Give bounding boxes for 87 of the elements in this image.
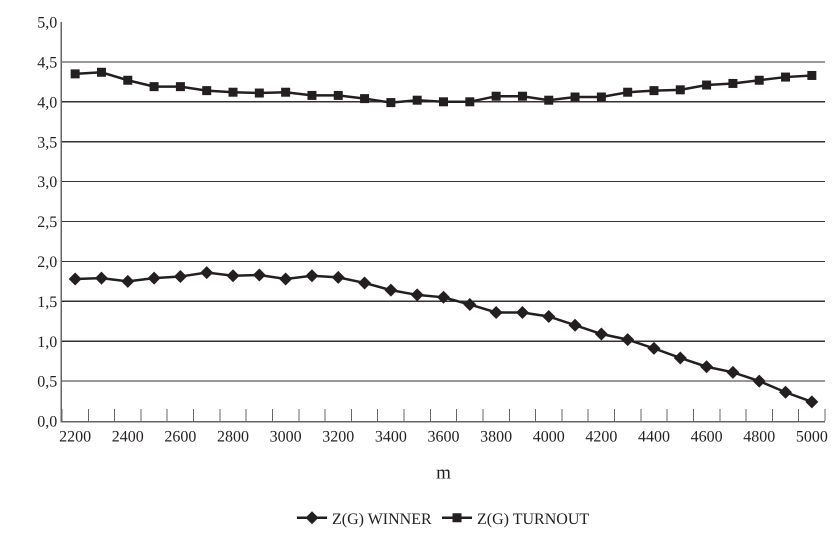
x-tick-label: 3000 (270, 428, 302, 446)
point (465, 97, 474, 106)
point (463, 298, 476, 311)
y-tick-label: 3,5 (37, 134, 58, 152)
point (700, 360, 714, 374)
point (358, 276, 372, 290)
point (150, 82, 159, 92)
x-tick-label: 3600 (428, 428, 460, 446)
x-tick-label: 5000 (796, 428, 828, 446)
y-tick-label: 4,5 (37, 54, 58, 72)
point (439, 97, 448, 106)
y-tick-label: 3,0 (37, 174, 58, 192)
point (754, 76, 764, 85)
point (674, 351, 687, 364)
point (410, 288, 424, 302)
point (174, 270, 187, 284)
point (726, 366, 740, 379)
point (570, 92, 580, 102)
point (123, 76, 132, 85)
point (305, 269, 318, 282)
point (94, 272, 108, 285)
point (148, 272, 161, 285)
point (781, 72, 790, 82)
point (623, 88, 632, 97)
point (805, 395, 818, 408)
point (516, 306, 529, 319)
point (68, 272, 82, 286)
point (254, 88, 264, 98)
point (728, 78, 738, 88)
point (594, 328, 608, 341)
x-tick-label: 4800 (743, 428, 776, 446)
point (121, 274, 134, 288)
point (518, 92, 527, 101)
x-tick-label: 2200 (59, 428, 92, 446)
point (647, 342, 660, 355)
point (307, 90, 316, 100)
point (412, 96, 422, 105)
point (96, 68, 106, 77)
y-tick-label: 1,5 (37, 294, 58, 311)
point (252, 268, 266, 282)
legend-label: Z(G) TURNOUT (477, 510, 590, 528)
y-tick-label: 1,0 (37, 334, 58, 351)
point (384, 284, 398, 297)
x-tick-label: 4000 (532, 428, 565, 446)
point (332, 270, 345, 284)
x-axis-title: m (436, 462, 452, 484)
point (621, 333, 634, 346)
y-tick-label: 2,5 (37, 214, 58, 232)
point (702, 80, 712, 90)
point (281, 88, 290, 97)
x-tick-label: 4200 (585, 428, 618, 446)
point (649, 86, 658, 96)
x-tick-label: 2800 (217, 428, 250, 446)
y-tick-label: 4,0 (37, 94, 58, 112)
point (542, 310, 556, 323)
x-tick-label: 3200 (322, 428, 354, 446)
point (779, 386, 792, 399)
x-tick-label: 3400 (374, 428, 407, 446)
x-tick-label: 2400 (112, 428, 144, 446)
point (807, 70, 816, 80)
point (568, 318, 582, 332)
point (228, 88, 238, 97)
point (544, 96, 554, 105)
point (386, 98, 396, 108)
point (176, 82, 185, 92)
point (334, 90, 343, 100)
point (596, 92, 606, 102)
point (70, 69, 80, 78)
y-tick-label: 5,0 (37, 14, 58, 32)
legend-label: Z(G) WINNER (332, 510, 432, 528)
point (202, 86, 212, 96)
y-tick-label: 0,0 (37, 414, 58, 431)
y-tick-label: 0,5 (37, 374, 58, 391)
point (360, 94, 370, 104)
point (226, 269, 240, 282)
point (492, 92, 501, 101)
x-tick-label: 2600 (164, 428, 196, 446)
y-tick-label: 2,0 (37, 254, 58, 271)
x-tick-label: 4600 (690, 428, 723, 446)
point (490, 306, 503, 319)
point (437, 290, 450, 304)
x-tick-label: 3800 (480, 428, 512, 446)
point (676, 85, 685, 94)
point (279, 272, 292, 286)
point (200, 266, 214, 280)
point (752, 374, 766, 388)
x-tick-label: 4400 (638, 428, 670, 446)
